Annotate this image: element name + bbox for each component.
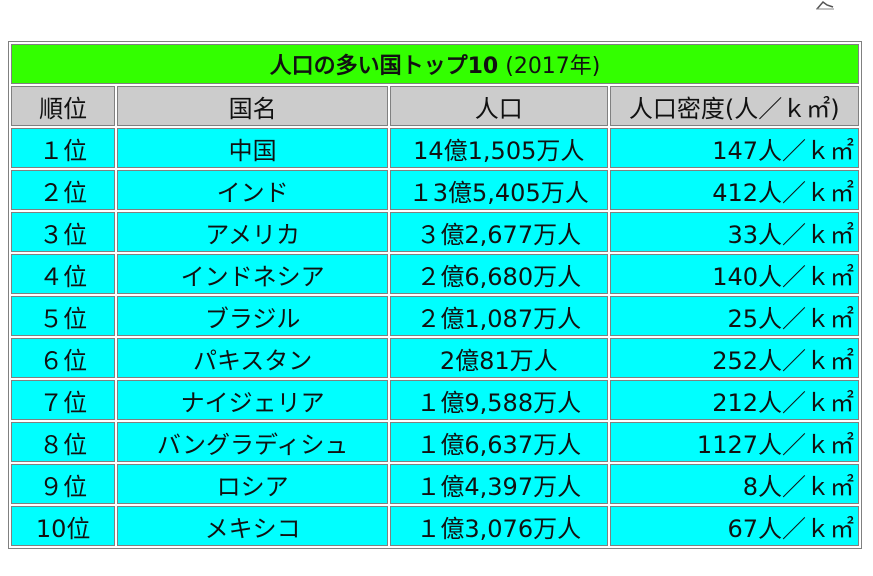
rank-cell: ５位 (11, 296, 116, 336)
density-cell: 140人／ｋ㎡ (609, 254, 859, 294)
density-cell: 25人／ｋ㎡ (609, 296, 859, 336)
rank-cell: ３位 (11, 212, 116, 252)
table-row: ５位 ブラジル ２億1,087万人 25人／ｋ㎡ (11, 296, 859, 336)
population-cell: １億9,588万人 (390, 380, 608, 420)
country-name-cell: ロシア (117, 464, 388, 504)
country-name-cell: バングラディシュ (117, 422, 388, 462)
rank-cell: ８位 (11, 422, 116, 462)
header-rank: 順位 (11, 86, 116, 126)
population-cell: ３億2,677万人 (390, 212, 608, 252)
population-cell: １3億5,405万人 (390, 170, 608, 210)
rank-cell: ９位 (11, 464, 116, 504)
table-row: ４位 インドネシア ２億6,680万人 140人／ｋ㎡ (11, 254, 859, 294)
table-row: 10位 メキシコ １億3,076万人 67人／ｋ㎡ (11, 506, 859, 546)
header-row: 順位 国名 人口 人口密度(人／ｋ㎡) (11, 86, 859, 126)
population-cell: １億4,397万人 (390, 464, 608, 504)
country-name-cell: 中国 (117, 128, 388, 168)
population-table-container: 人口の多い国トップ10 (2017年) 順位 国名 人口 人口密度(人／ｋ㎡) … (8, 41, 862, 549)
table-title: 人口の多い国トップ10 (2017年) (11, 44, 859, 84)
header-country-name: 国名 (117, 86, 388, 126)
country-name-cell: パキスタン (117, 338, 388, 378)
population-cell: １億6,637万人 (390, 422, 608, 462)
table-row: １位 中国 14億1,505万人 147人／ｋ㎡ (11, 128, 859, 168)
density-cell: 412人／ｋ㎡ (609, 170, 859, 210)
country-name-cell: メキシコ (117, 506, 388, 546)
rank-cell: １位 (11, 128, 116, 168)
population-table: 人口の多い国トップ10 (2017年) 順位 国名 人口 人口密度(人／ｋ㎡) … (8, 41, 862, 549)
rank-cell: ７位 (11, 380, 116, 420)
rank-cell: ２位 (11, 170, 116, 210)
rank-cell: 10位 (11, 506, 116, 546)
country-name-cell: アメリカ (117, 212, 388, 252)
density-cell: 252人／ｋ㎡ (609, 338, 859, 378)
density-cell: 67人／ｋ㎡ (609, 506, 859, 546)
population-cell: 14億1,505万人 (390, 128, 608, 168)
header-population: 人口 (390, 86, 608, 126)
population-cell: ２億1,087万人 (390, 296, 608, 336)
title-row: 人口の多い国トップ10 (2017年) (11, 44, 859, 84)
table-row: ６位 パキスタン 2億81万人 252人／ｋ㎡ (11, 338, 859, 378)
population-cell: ２億6,680万人 (390, 254, 608, 294)
population-cell: １億3,076万人 (390, 506, 608, 546)
pen-icon (816, 0, 834, 10)
country-name-cell: ナイジェリア (117, 380, 388, 420)
table-title-main: 人口の多い国トップ10 (269, 54, 499, 79)
table-title-year: (2017年) (505, 54, 601, 79)
table-row: ７位 ナイジェリア １億9,588万人 212人／ｋ㎡ (11, 380, 859, 420)
country-name-cell: インド (117, 170, 388, 210)
header-density: 人口密度(人／ｋ㎡) (609, 86, 859, 126)
country-name-cell: インドネシア (117, 254, 388, 294)
rank-cell: ６位 (11, 338, 116, 378)
country-name-cell: ブラジル (117, 296, 388, 336)
density-cell: 1127人／ｋ㎡ (609, 422, 859, 462)
density-cell: 212人／ｋ㎡ (609, 380, 859, 420)
population-cell: 2億81万人 (390, 338, 608, 378)
table-row: ２位 インド １3億5,405万人 412人／ｋ㎡ (11, 170, 859, 210)
rank-cell: ４位 (11, 254, 116, 294)
table-row: ３位 アメリカ ３億2,677万人 33人／ｋ㎡ (11, 212, 859, 252)
density-cell: 8人／ｋ㎡ (609, 464, 859, 504)
table-row: ８位 バングラディシュ １億6,637万人 1127人／ｋ㎡ (11, 422, 859, 462)
table-row: ９位 ロシア １億4,397万人 8人／ｋ㎡ (11, 464, 859, 504)
density-cell: 147人／ｋ㎡ (609, 128, 859, 168)
density-cell: 33人／ｋ㎡ (609, 212, 859, 252)
